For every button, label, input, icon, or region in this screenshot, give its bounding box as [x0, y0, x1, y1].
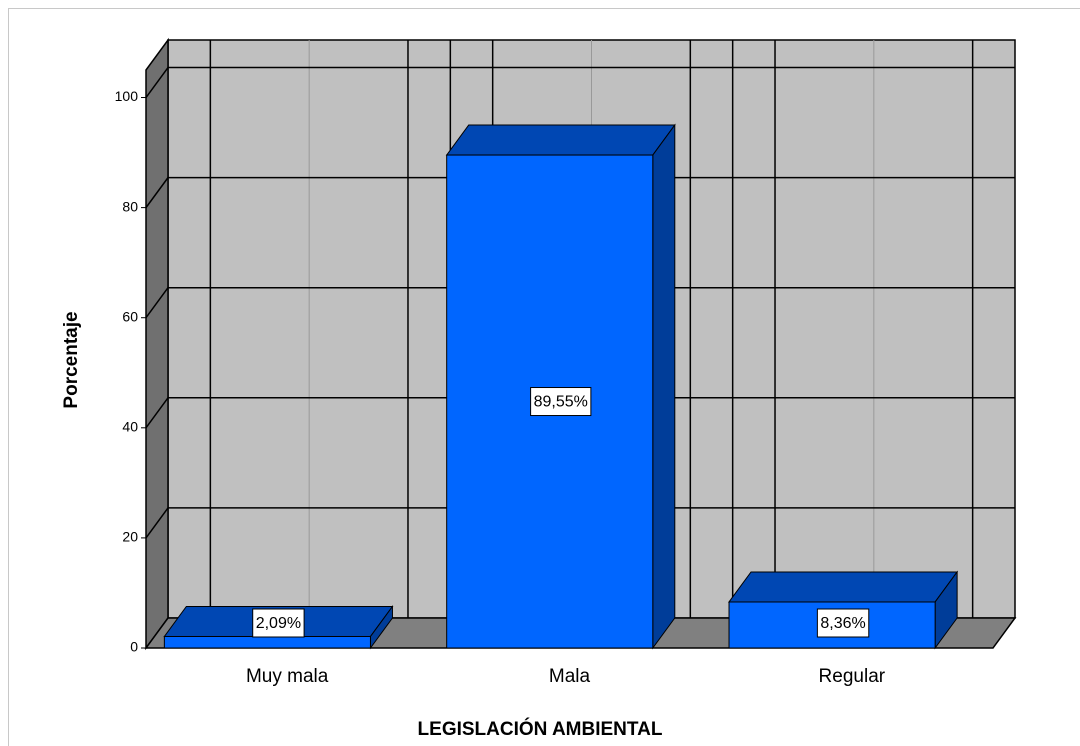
x-tick-label: Muy mala: [246, 666, 329, 687]
value-label: 89,55%: [534, 394, 588, 411]
value-label-box: [816, 608, 870, 638]
value-label-box: [252, 608, 305, 638]
grid-line: [145, 67, 169, 98]
y-axis-label: Porcentaje: [61, 311, 82, 408]
x-tick-label: Mala: [549, 666, 591, 687]
value-label: 8,36%: [820, 615, 865, 632]
grid-line: [145, 397, 169, 429]
grid-line: [145, 287, 169, 319]
bar-top: [445, 124, 676, 156]
x-tick-label: Regular: [819, 666, 886, 687]
grid-line: [145, 507, 169, 539]
value-label: 2,09%: [256, 615, 301, 632]
y-tick-label: 100: [115, 88, 139, 104]
bar-front: [163, 635, 371, 649]
y-tick-label: 60: [122, 308, 138, 324]
grid-line: [145, 177, 169, 209]
bar-side: [652, 123, 676, 650]
y-tick-label: 0: [130, 639, 138, 655]
y-tick-label: 80: [122, 198, 138, 214]
x-axis-label: LEGISLACIÓN AMBIENTAL: [418, 718, 663, 740]
value-label-box: [530, 387, 592, 417]
bar-top: [728, 571, 959, 603]
bar: [445, 123, 676, 650]
y-tick-label: 40: [122, 419, 138, 435]
left-wall: [145, 37, 169, 651]
y-tick-label: 20: [122, 529, 138, 545]
